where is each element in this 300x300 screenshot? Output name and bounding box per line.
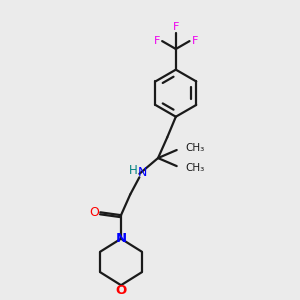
Text: O: O xyxy=(116,284,127,297)
Text: H: H xyxy=(129,164,137,177)
Text: O: O xyxy=(90,206,100,219)
Text: CH₃: CH₃ xyxy=(185,143,205,153)
Text: F: F xyxy=(191,36,198,46)
Text: N: N xyxy=(138,166,148,179)
Text: F: F xyxy=(172,22,179,32)
Text: N: N xyxy=(116,232,127,245)
Text: F: F xyxy=(154,36,160,46)
Text: CH₃: CH₃ xyxy=(185,164,205,173)
